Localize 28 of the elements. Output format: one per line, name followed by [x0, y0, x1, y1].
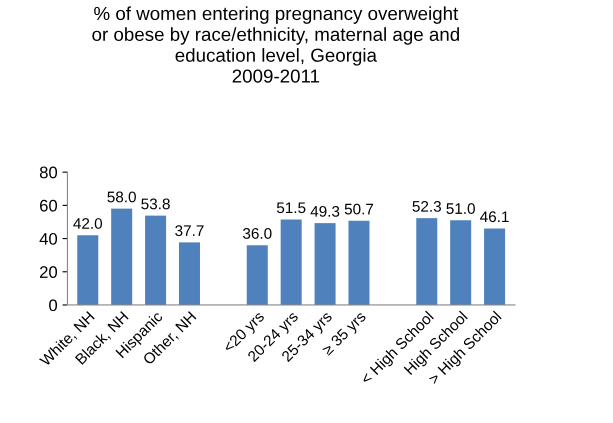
bar	[348, 220, 370, 305]
data-label: 58.0	[107, 192, 136, 202]
data-label: 50.7	[344, 204, 374, 214]
chart-title: % of women entering pregnancy overweight or obese by race/ethnicity, maternal age and education level, Georgia 2009-2011	[92, 6, 459, 83]
data-label: 51.0	[446, 203, 475, 214]
bar	[314, 223, 336, 305]
data-label: 49.3	[310, 206, 340, 217]
data-label: 37.7	[175, 225, 204, 236]
data-label: 36.0	[242, 228, 272, 239]
bar	[178, 242, 200, 305]
data-label: 52.3	[412, 200, 441, 212]
data-label: 42.0	[73, 218, 102, 229]
bar	[416, 218, 438, 305]
data-label: 53.8	[141, 198, 170, 210]
y-tick-label: 40	[40, 232, 58, 245]
bar	[145, 216, 166, 305]
bar	[246, 245, 268, 305]
bar	[111, 208, 132, 305]
bar	[77, 235, 98, 305]
y-tick-label: 0	[49, 299, 58, 312]
bar	[484, 228, 506, 305]
y-tick-label: 60	[40, 200, 58, 212]
y-tick-label: 80	[40, 166, 58, 178]
data-label: 51.5	[276, 202, 306, 214]
data-label: 46.1	[480, 211, 509, 222]
bar	[450, 220, 472, 305]
bar	[280, 219, 302, 305]
y-tick-label: 20	[40, 266, 58, 278]
